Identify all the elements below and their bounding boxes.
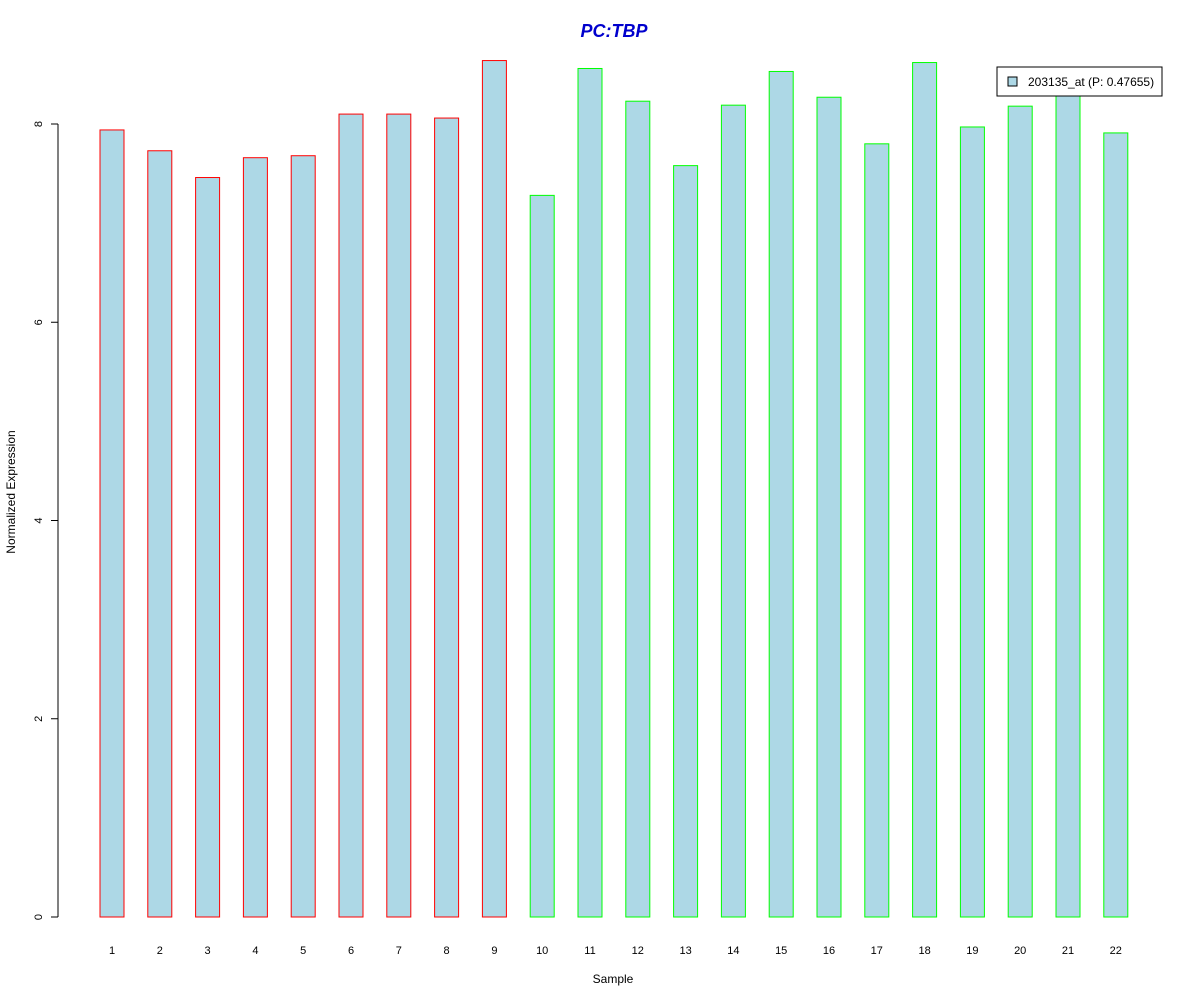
x-tick-label: 11 xyxy=(584,945,595,957)
legend-box xyxy=(996,66,1163,97)
x-tick-label: 16 xyxy=(823,945,835,957)
x-tick-label: 3 xyxy=(205,945,211,957)
x-tick-label: 22 xyxy=(1110,945,1122,957)
bar-sample-10 xyxy=(529,194,555,918)
x-tick-label: 1 xyxy=(109,945,115,957)
x-tick-label: 17 xyxy=(871,945,883,957)
bar-sample-16 xyxy=(816,96,842,918)
x-tick-label: 6 xyxy=(348,945,354,957)
bar-sample-20 xyxy=(1007,105,1033,918)
x-tick-label: 5 xyxy=(300,945,306,957)
y-axis: 0 2 4 6 8 xyxy=(33,121,59,920)
x-tick-label: 10 xyxy=(536,945,548,957)
bar-sample-3 xyxy=(195,177,221,918)
x-tick-label: 12 xyxy=(632,945,644,957)
bar-sample-12 xyxy=(625,100,651,918)
x-tick-label: 13 xyxy=(679,945,691,957)
y-axis-label: Normalized Expression xyxy=(4,430,18,553)
bar-sample-17 xyxy=(864,143,890,918)
bar-sample-11 xyxy=(577,67,603,918)
x-axis-label: Sample xyxy=(593,972,634,986)
bar-sample-6 xyxy=(338,113,364,918)
bar-sample-14 xyxy=(720,104,746,918)
bar-sample-19 xyxy=(959,126,985,918)
x-tick-label: 2 xyxy=(157,945,163,957)
bar-sample-9 xyxy=(481,60,507,918)
bar-sample-5 xyxy=(290,155,316,918)
x-tick-label: 21 xyxy=(1062,945,1074,957)
y-tick-label: 4 xyxy=(33,517,45,523)
legend-label: 203135_at (P: 0.47655) xyxy=(1028,75,1154,89)
x-tick-label: 14 xyxy=(727,945,739,957)
x-tick-labels: 1 2 3 4 5 6 7 8 9 10 11 12 13 14 15 16 17 18 19 20 21 22 xyxy=(109,945,1122,957)
x-tick-label: 4 xyxy=(252,945,258,957)
x-tick-label: 18 xyxy=(918,945,930,957)
bars-layer xyxy=(99,60,1129,918)
bar-sample-4 xyxy=(242,157,268,918)
x-tick-label: 9 xyxy=(491,945,497,957)
legend: 203135_at (P: 0.47655) xyxy=(996,66,1163,97)
y-tick-label: 2 xyxy=(33,716,45,722)
bar-sample-7 xyxy=(386,113,412,918)
bar-sample-2 xyxy=(147,150,173,918)
x-tick-label: 8 xyxy=(444,945,450,957)
bar-sample-1 xyxy=(99,129,125,918)
x-tick-label: 20 xyxy=(1014,945,1026,957)
bar-sample-13 xyxy=(673,165,699,918)
y-tick-label: 0 xyxy=(33,914,45,920)
bar-sample-8 xyxy=(434,117,460,918)
bar-sample-21 xyxy=(1055,89,1081,918)
chart-title: PC:TBP xyxy=(581,21,649,41)
bar-sample-18 xyxy=(912,62,938,918)
x-tick-label: 7 xyxy=(396,945,402,957)
y-tick-label: 6 xyxy=(33,319,45,325)
x-tick-label: 19 xyxy=(966,945,978,957)
x-tick-label: 15 xyxy=(775,945,787,957)
legend-swatch xyxy=(1007,76,1018,87)
bar-sample-22 xyxy=(1103,132,1129,918)
bar-sample-15 xyxy=(768,70,794,918)
y-tick-label: 8 xyxy=(33,121,45,127)
